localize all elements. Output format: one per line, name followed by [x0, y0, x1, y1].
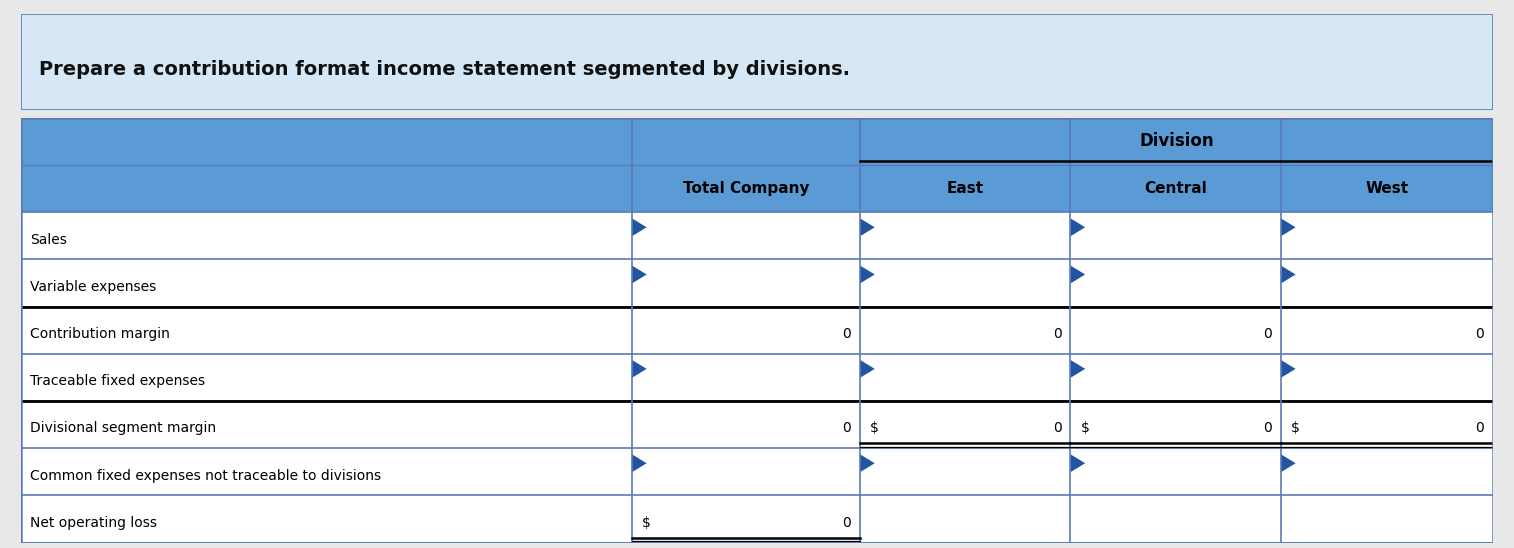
- Text: East: East: [946, 181, 984, 196]
- Text: Central: Central: [1145, 181, 1207, 196]
- Text: West: West: [1366, 181, 1408, 196]
- Polygon shape: [1281, 266, 1296, 283]
- Text: Contribution margin: Contribution margin: [30, 327, 170, 341]
- Bar: [21, 401, 1493, 448]
- Text: Net operating loss: Net operating loss: [30, 516, 157, 530]
- Polygon shape: [1070, 454, 1086, 472]
- Polygon shape: [1070, 360, 1086, 378]
- Bar: [21, 165, 1493, 212]
- Polygon shape: [1281, 360, 1296, 378]
- Text: 0: 0: [1475, 327, 1484, 341]
- Polygon shape: [860, 266, 875, 283]
- Text: 0: 0: [1263, 327, 1272, 341]
- Text: 0: 0: [842, 421, 851, 435]
- Text: Traceable fixed expenses: Traceable fixed expenses: [30, 374, 206, 388]
- Text: $: $: [642, 516, 651, 530]
- Polygon shape: [860, 218, 875, 236]
- Text: Common fixed expenses not traceable to divisions: Common fixed expenses not traceable to d…: [30, 469, 382, 482]
- Text: Prepare a contribution format income statement segmented by divisions.: Prepare a contribution format income sta…: [39, 60, 849, 79]
- Bar: [21, 118, 1493, 165]
- Bar: [21, 495, 1493, 543]
- Bar: [21, 354, 1493, 401]
- Polygon shape: [1070, 218, 1086, 236]
- Bar: [21, 259, 1493, 306]
- Bar: [21, 212, 1493, 259]
- Polygon shape: [860, 360, 875, 378]
- FancyBboxPatch shape: [21, 14, 1493, 110]
- Text: Sales: Sales: [30, 232, 67, 247]
- Text: Total Company: Total Company: [683, 181, 808, 196]
- Polygon shape: [631, 266, 646, 283]
- Text: Variable expenses: Variable expenses: [30, 280, 156, 294]
- Text: 0: 0: [842, 516, 851, 530]
- Text: 0: 0: [1475, 421, 1484, 435]
- Text: Divisional segment margin: Divisional segment margin: [30, 421, 217, 435]
- Polygon shape: [631, 360, 646, 378]
- Polygon shape: [860, 454, 875, 472]
- Polygon shape: [631, 218, 646, 236]
- Bar: [21, 306, 1493, 354]
- Text: 0: 0: [1052, 421, 1061, 435]
- Text: 0: 0: [1263, 421, 1272, 435]
- Text: 0: 0: [842, 327, 851, 341]
- Text: $: $: [1081, 421, 1090, 435]
- Polygon shape: [1281, 454, 1296, 472]
- Text: $: $: [871, 421, 880, 435]
- Polygon shape: [631, 454, 646, 472]
- Bar: [21, 448, 1493, 495]
- Polygon shape: [1070, 266, 1086, 283]
- Text: 0: 0: [1052, 327, 1061, 341]
- Polygon shape: [1281, 218, 1296, 236]
- Text: Division: Division: [1139, 133, 1214, 150]
- Text: $: $: [1291, 421, 1301, 435]
